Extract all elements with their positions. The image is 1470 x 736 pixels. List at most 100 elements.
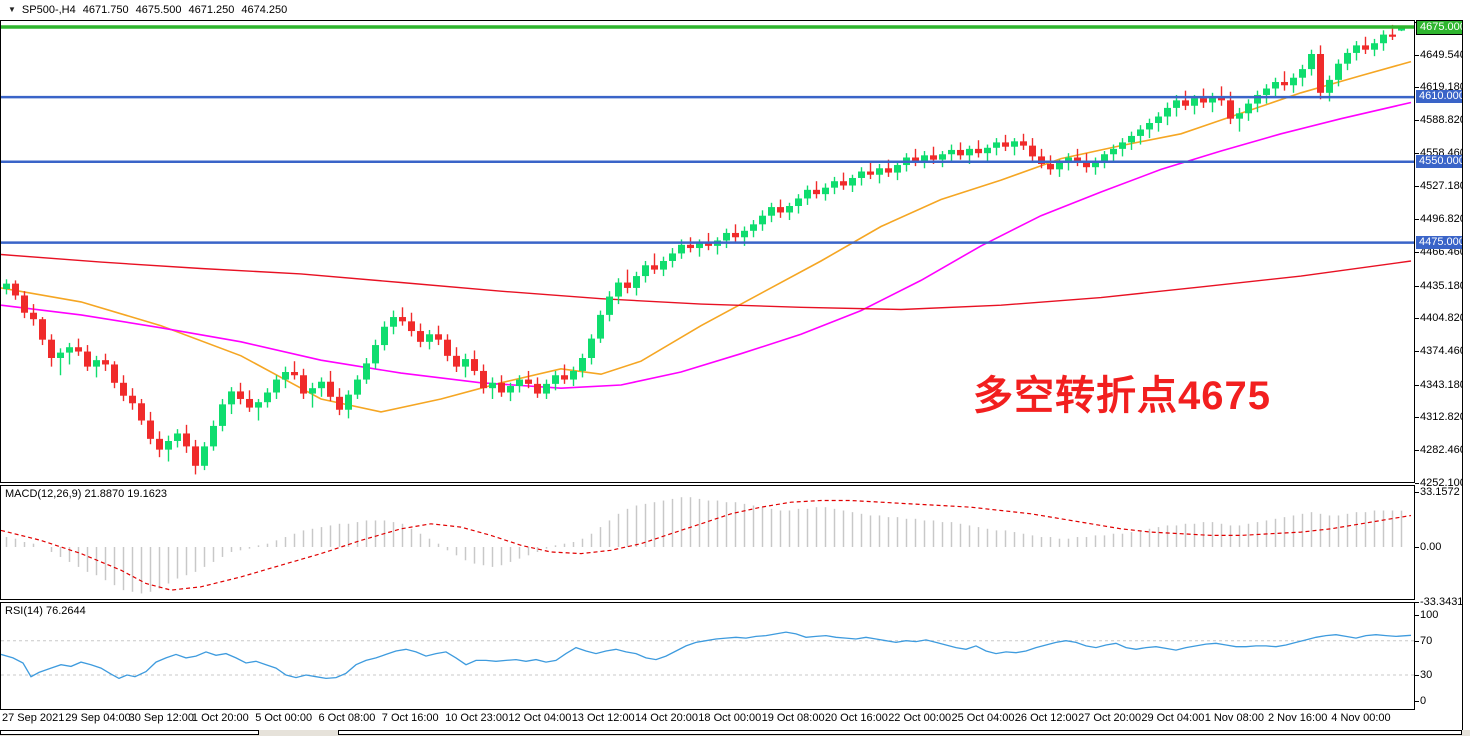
candle-body — [1236, 113, 1243, 119]
axis-tick-mark — [1415, 547, 1419, 548]
candle-body — [3, 283, 10, 290]
candle-body — [336, 396, 343, 410]
main-price-chart[interactable]: 多空转折点4675 — [0, 20, 1415, 483]
candle-body — [1011, 141, 1018, 147]
candle-body — [750, 224, 757, 231]
chart-annotation-text[interactable]: 多空转折点4675 — [973, 374, 1271, 418]
candle-body — [534, 383, 541, 394]
rsi-axis-label: 70 — [1420, 634, 1433, 647]
macd-chart-canvas[interactable] — [1, 486, 1414, 599]
candle-body — [21, 295, 28, 313]
candle-body — [741, 230, 748, 238]
rsi-axis-label: 30 — [1420, 668, 1433, 681]
time-label: 6 Oct 08:00 — [318, 712, 376, 724]
rsi-line — [1, 631, 1412, 680]
price-tick-label: 4252.100 — [1420, 476, 1462, 489]
candle-body — [219, 404, 226, 426]
axis-tick-mark — [1415, 54, 1419, 56]
candle-body — [183, 433, 190, 447]
candle-body — [1047, 163, 1054, 170]
price-tick-label: 4496.820 — [1420, 213, 1462, 226]
chevron-down-icon[interactable]: ▼ — [8, 5, 16, 14]
candle-body — [525, 379, 532, 384]
candle-body — [597, 314, 604, 339]
candle-body — [957, 149, 964, 156]
candle-body — [831, 181, 838, 188]
candle-body — [1272, 82, 1279, 89]
axis-tick-mark — [1415, 219, 1419, 221]
rsi-axis-label: 0 — [1420, 694, 1427, 707]
axis-tick-mark — [1415, 417, 1419, 419]
rsi-indicator-panel[interactable]: RSI(14) 76.2644 — [0, 602, 1415, 710]
time-label: 18 Oct 00:00 — [698, 712, 762, 724]
candle-body — [822, 187, 829, 195]
candle-body — [1308, 54, 1315, 70]
scrollbar-track-left[interactable] — [0, 730, 259, 735]
candle-body — [858, 171, 865, 178]
candle-body — [300, 375, 307, 394]
candle-body — [1335, 63, 1342, 80]
candle-body — [129, 395, 136, 404]
candle-body — [1191, 98, 1198, 106]
scrollbar-track-right[interactable] — [338, 730, 1462, 735]
candle-body — [381, 326, 388, 346]
price-tick-label: 4343.180 — [1420, 378, 1462, 391]
candle-body — [633, 276, 640, 288]
mid-ma-magenta — [1, 101, 1412, 390]
time-label: 1 Oct 20:00 — [191, 712, 249, 724]
candle-body — [804, 189, 811, 199]
candle-body — [111, 364, 118, 383]
candle-body — [453, 355, 460, 367]
time-axis[interactable]: 27 Sep 2021 29 Sep 04:00 30 Sep 12:00 1 Oct… — [0, 710, 1462, 730]
candle-body — [642, 265, 649, 277]
candle-body — [1110, 148, 1117, 155]
candle-body — [498, 382, 505, 393]
price-tick-label: 4527.180 — [1420, 180, 1462, 193]
axis-tick-mark — [1415, 640, 1419, 642]
candle-body — [93, 360, 100, 367]
candle-body — [1128, 135, 1135, 143]
candle-body — [930, 155, 937, 160]
axis-tick-mark — [1415, 491, 1419, 493]
candle-body — [1083, 161, 1090, 168]
candle-body — [543, 383, 550, 394]
symbol-ohlc-header: ▼ SP500-,H4 4671.750 4675.500 4671.250 4674.2… — [0, 0, 1470, 20]
candle-body — [993, 142, 1000, 148]
macd-label: MACD(12,26,9) 21.8870 19.1623 — [5, 488, 168, 500]
candle-body — [1344, 52, 1351, 64]
axis-tick-mark — [1415, 318, 1419, 320]
candle-body — [759, 215, 766, 225]
candle-body — [246, 398, 253, 408]
candle-body — [1146, 122, 1153, 130]
candle-body — [1137, 129, 1144, 136]
candle-body — [705, 242, 712, 246]
candlestick-chart-canvas[interactable] — [1, 21, 1414, 482]
time-label: 29 Oct 04:00 — [1141, 712, 1205, 724]
horizontal-scrollbar[interactable] — [0, 730, 1470, 736]
candle-body — [813, 189, 820, 195]
candle-body — [1245, 103, 1252, 114]
candle-body — [651, 265, 658, 270]
candle-body — [39, 319, 46, 340]
candle-body — [1182, 100, 1189, 106]
candle-body — [975, 148, 982, 154]
candle-body — [1092, 160, 1099, 168]
candle-body — [966, 148, 973, 156]
candle-body — [444, 339, 451, 356]
candle-body — [1164, 107, 1171, 117]
candle-body — [669, 253, 676, 261]
rsi-label: RSI(14) 76.2644 — [5, 605, 86, 617]
candle-body — [192, 446, 199, 466]
candle-body — [345, 394, 352, 410]
macd-indicator-panel[interactable]: MACD(12,26,9) 21.8870 19.1623 — [0, 485, 1415, 600]
candle-body — [885, 168, 892, 173]
axis-tick-mark — [1415, 251, 1419, 253]
price-axis[interactable]: 4679.9004649.5404619.1804588.8204558.460… — [1415, 20, 1462, 730]
time-label: 2 Nov 16:00 — [1268, 712, 1328, 724]
price-tick-label: 4466.460 — [1420, 245, 1462, 258]
candle-body — [678, 244, 685, 254]
time-label: 25 Oct 04:00 — [951, 712, 1015, 724]
candle-body — [30, 312, 37, 320]
candle-body — [237, 391, 244, 399]
rsi-chart-canvas[interactable] — [1, 603, 1414, 709]
